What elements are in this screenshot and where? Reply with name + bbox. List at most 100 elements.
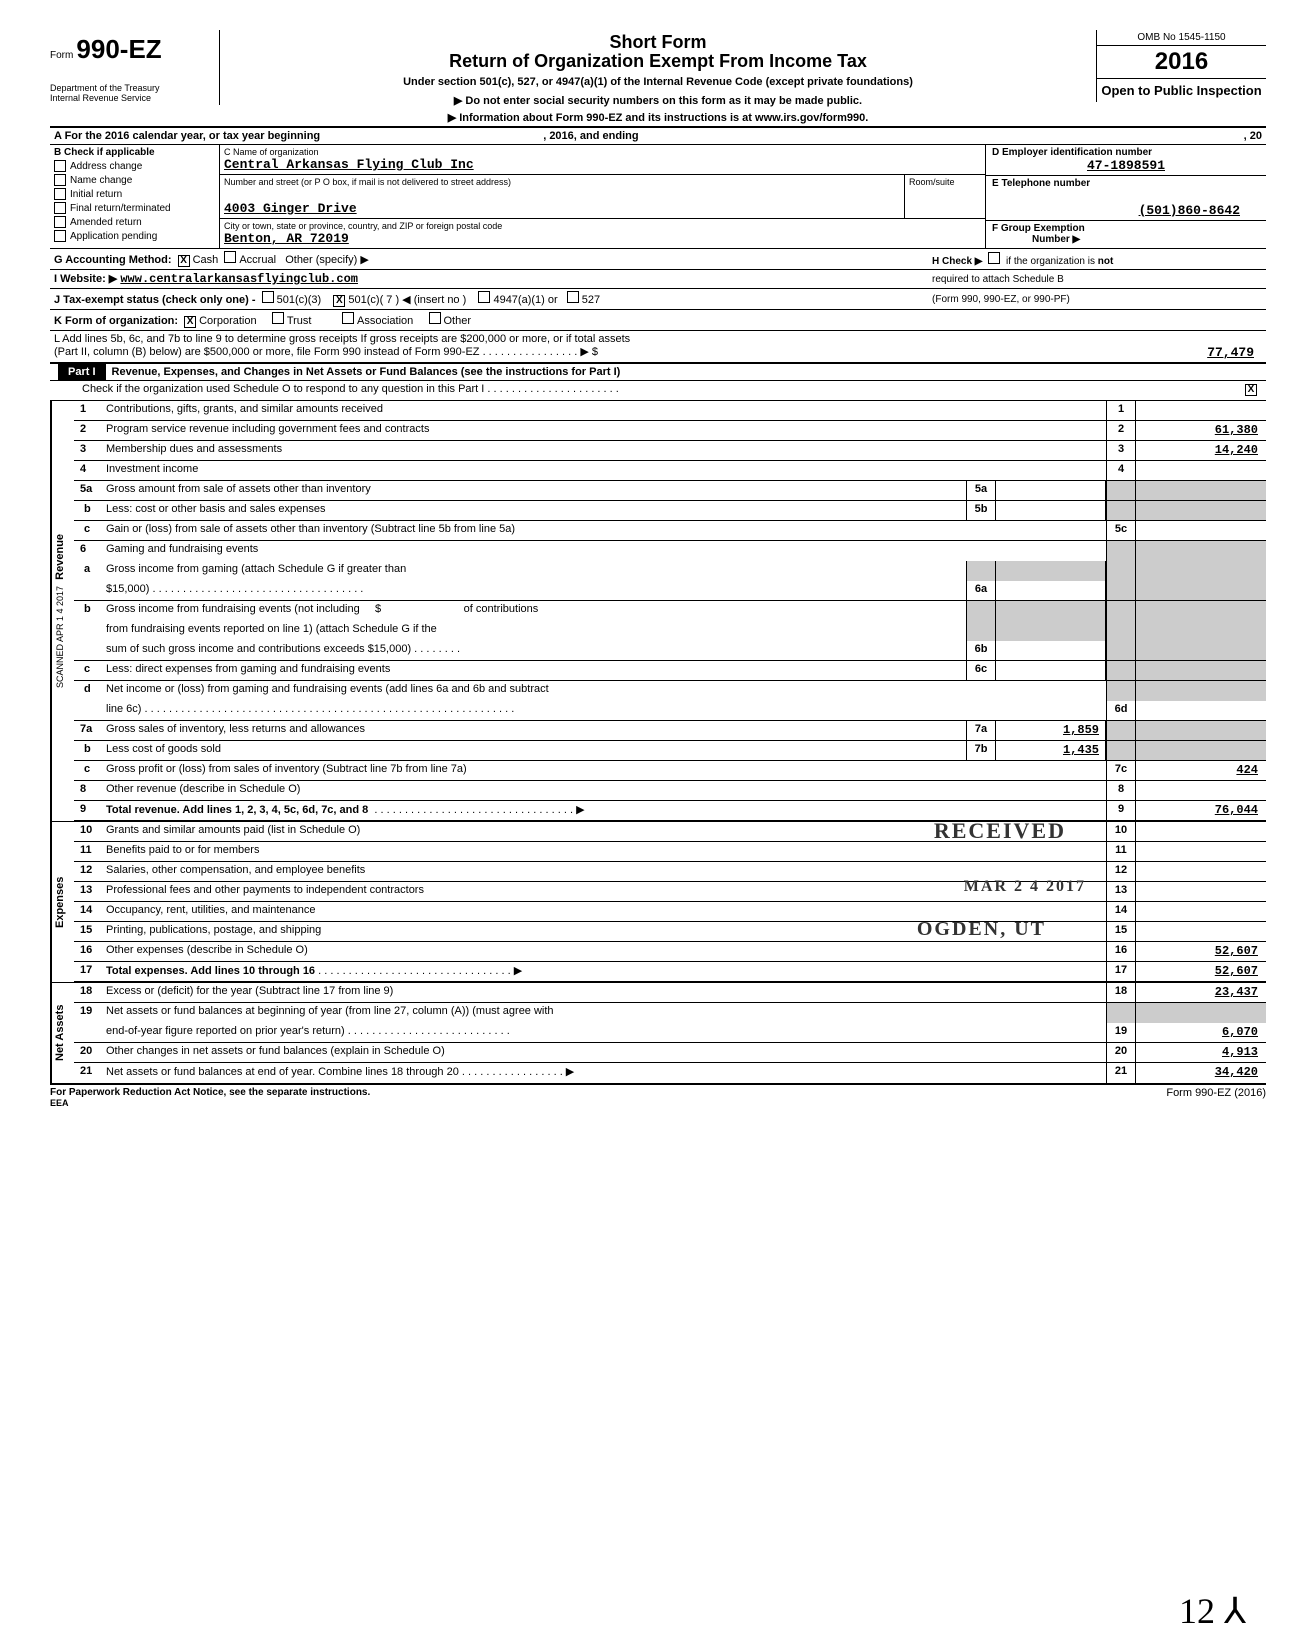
line6b-text3: sum of such gross income and contributio…	[102, 641, 966, 660]
website-value: www.centralarkansasflyingclub.com	[120, 272, 358, 286]
footer-notice: For Paperwork Reduction Act Notice, see …	[50, 1087, 370, 1098]
line7c-text: Gross profit or (loss) from sales of inv…	[102, 761, 1106, 780]
chk-assoc[interactable]	[342, 312, 354, 324]
stamp-ogden: OGDEN, UT	[917, 918, 1046, 941]
line11-val	[1136, 842, 1266, 861]
chk-cash[interactable]: X	[178, 255, 190, 267]
l-text2: (Part II, column (B) below) are $500,000…	[54, 345, 1112, 360]
footer-form: Form 990-EZ (2016)	[1166, 1087, 1266, 1109]
col-b-checkboxes: B Check if applicable Address change Nam…	[50, 145, 220, 248]
line6c-mid	[996, 661, 1106, 680]
line6a-text2: $15,000) . . . . . . . . . . . . . . . .…	[102, 581, 966, 600]
b-heading: B Check if applicable	[54, 147, 215, 158]
chk-pending[interactable]	[54, 230, 66, 242]
line21-val: 34,420	[1136, 1063, 1266, 1083]
group-exempt-label: F Group Exemption	[992, 223, 1260, 234]
room-label: Room/suite	[905, 175, 985, 218]
info-line: ▶ Information about Form 990-EZ and its …	[228, 111, 1088, 124]
row-g: G Accounting Method: XCash Accrual Other…	[54, 251, 932, 267]
chk-4947[interactable]	[478, 291, 490, 303]
chk-527[interactable]	[567, 291, 579, 303]
line5a-mid	[996, 481, 1106, 500]
chk-h[interactable]	[988, 252, 1000, 264]
chk-trust[interactable]	[272, 312, 284, 324]
footer-eea: EEA	[50, 1098, 69, 1108]
row-k: K Form of organization: XCorporation Tru…	[50, 310, 1266, 331]
line6d-text1: Net income or (loss) from gaming and fun…	[102, 681, 1106, 701]
line16-val: 52,607	[1136, 942, 1266, 961]
ssn-warning: ▶ Do not enter social security numbers o…	[228, 94, 1088, 107]
row-a-mid: , 2016, and ending	[543, 130, 638, 142]
part1-check-text: Check if the organization used Schedule …	[78, 381, 1236, 400]
line16-text: Other expenses (describe in Schedule O)	[102, 942, 1106, 961]
group-exempt-num: Number ▶	[992, 234, 1260, 245]
line18-text: Excess or (deficit) for the year (Subtra…	[102, 983, 1106, 1002]
tax-year: 2016	[1097, 46, 1266, 79]
handwritten-note: 12 ⅄	[1179, 1590, 1246, 1632]
line15-val	[1136, 922, 1266, 941]
row-h: H Check ▶ if the organization is not	[932, 252, 1262, 267]
chk-accrual[interactable]	[224, 251, 236, 263]
line5c-val	[1136, 521, 1266, 540]
line20-val: 4,913	[1136, 1043, 1266, 1062]
side-revenue: SCANNED APR 1 4 2017 Revenue	[50, 401, 74, 821]
chk-name-change[interactable]	[54, 174, 66, 186]
chk-501c3[interactable]	[262, 291, 274, 303]
line6-text: Gaming and fundraising events	[102, 541, 1106, 561]
row-a-tax-year: A For the 2016 calendar year, or tax yea…	[50, 128, 1266, 145]
l-gross-receipts: 77,479	[1112, 345, 1262, 360]
chk-final-return[interactable]	[54, 202, 66, 214]
line13-val	[1136, 882, 1266, 901]
line14-val	[1136, 902, 1266, 921]
title-short-form: Short Form	[228, 32, 1088, 53]
line2-text: Program service revenue including govern…	[102, 421, 1106, 440]
chk-address-change[interactable]	[54, 160, 66, 172]
line9-text: Total revenue. Add lines 1, 2, 3, 4, 5c,…	[102, 801, 1106, 820]
line4-val	[1136, 461, 1266, 480]
ein-label: D Employer identification number	[992, 147, 1260, 158]
line19-text2: end-of-year figure reported on prior yea…	[102, 1023, 1106, 1042]
line17-val: 52,607	[1136, 962, 1266, 981]
line2-val: 61,380	[1136, 421, 1266, 440]
part1-label: Part I	[58, 364, 106, 380]
website-label: I Website: ▶	[54, 273, 117, 285]
org-name: Central Arkansas Flying Club Inc	[224, 157, 981, 172]
line6d-text2: line 6c) . . . . . . . . . . . . . . . .…	[102, 701, 1106, 720]
subtitle: Under section 501(c), 527, or 4947(a)(1)…	[228, 76, 1088, 88]
line6b-mid	[996, 641, 1106, 660]
form-number: 990-EZ	[76, 34, 161, 64]
line19-val: 6,070	[1136, 1023, 1266, 1042]
l-text1: L Add lines 5b, 6c, and 7b to line 9 to …	[54, 333, 1262, 345]
row-j: J Tax-exempt status (check only one) - 5…	[54, 291, 932, 307]
line6a-mid	[996, 581, 1106, 600]
line10-text: Grants and similar amounts paid (list in…	[102, 822, 1106, 841]
chk-corp[interactable]: X	[184, 316, 196, 328]
c-name-label: C Name of organization	[224, 147, 981, 157]
line6c-text: Less: direct expenses from gaming and fu…	[102, 661, 966, 680]
line6b-text1: Gross income from fundraising events (no…	[102, 601, 966, 621]
line12-text: Salaries, other compensation, and employ…	[102, 862, 1106, 881]
phone-value: (501)860-8642	[992, 203, 1260, 218]
line10-val	[1136, 822, 1266, 841]
chk-501c7[interactable]: X	[333, 295, 345, 307]
h-cont1: required to attach Schedule B	[932, 274, 1262, 285]
chk-amended[interactable]	[54, 216, 66, 228]
h-cont2: (Form 990, 990-EZ, or 990-PF)	[932, 294, 1262, 305]
stamp-received: RECEIVED	[934, 818, 1066, 844]
line6d-val	[1136, 701, 1266, 720]
chk-other-org[interactable]	[429, 312, 441, 324]
title-return: Return of Organization Exempt From Incom…	[228, 51, 1088, 72]
row-a-left: A For the 2016 calendar year, or tax yea…	[54, 130, 320, 142]
line1-text: Contributions, gifts, grants, and simila…	[102, 401, 1106, 420]
line14-text: Occupancy, rent, utilities, and maintena…	[102, 902, 1106, 921]
phone-label: E Telephone number	[992, 178, 1260, 189]
line4-text: Investment income	[102, 461, 1106, 480]
chk-schedule-o[interactable]: X	[1245, 384, 1257, 396]
chk-initial-return[interactable]	[54, 188, 66, 200]
line7b-text: Less cost of goods sold	[102, 741, 966, 760]
line13-text: Professional fees and other payments to …	[102, 882, 1106, 901]
addr-label: Number and street (or P O box, if mail i…	[224, 177, 900, 187]
line5c-text: Gain or (loss) from sale of assets other…	[102, 521, 1106, 540]
line9-val: 76,044	[1136, 801, 1266, 820]
line3-text: Membership dues and assessments	[102, 441, 1106, 460]
